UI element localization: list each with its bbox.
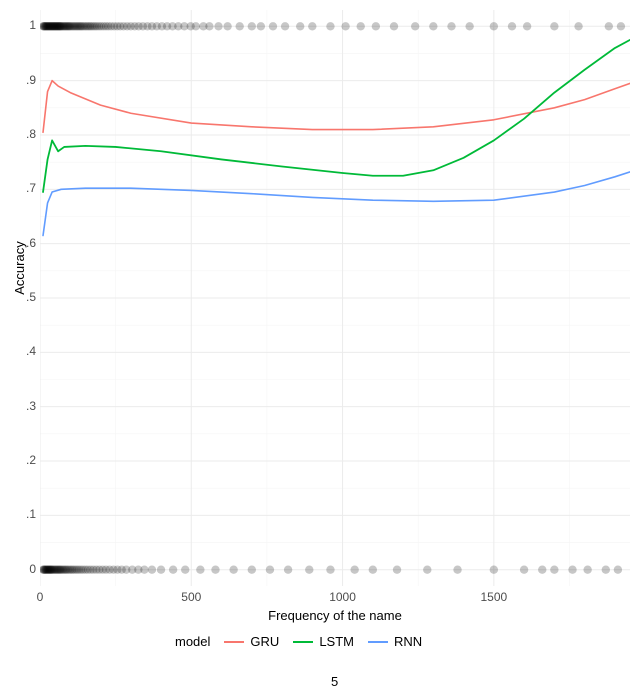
legend-swatch xyxy=(224,641,244,643)
page: 0.1.2.3.4.5.6.7.8.91 050010001500 Accura… xyxy=(0,0,640,693)
x-axis-title: Frequency of the name xyxy=(40,608,630,623)
legend-label: GRU xyxy=(250,634,279,649)
y-tick-label: .2 xyxy=(14,453,36,467)
x-tick-label: 1500 xyxy=(474,590,514,604)
x-tick-label: 500 xyxy=(171,590,211,604)
series-rnn xyxy=(43,172,630,236)
series-gru xyxy=(43,81,630,133)
x-tick-label: 0 xyxy=(20,590,60,604)
plot-area xyxy=(40,10,630,586)
y-axis-title: Accuracy xyxy=(12,208,27,328)
chart-svg xyxy=(40,10,630,586)
legend-item-gru: GRU xyxy=(224,634,279,649)
y-tick-label: .3 xyxy=(14,399,36,413)
page-number: 5 xyxy=(331,674,338,689)
legend-label: LSTM xyxy=(319,634,354,649)
y-tick-label: .9 xyxy=(14,73,36,87)
legend-item-lstm: LSTM xyxy=(293,634,354,649)
y-tick-label: .8 xyxy=(14,127,36,141)
y-tick-label: 0 xyxy=(14,562,36,576)
legend-label: RNN xyxy=(394,634,422,649)
legend-swatch xyxy=(368,641,388,643)
y-tick-label: .4 xyxy=(14,344,36,358)
y-tick-label: 1 xyxy=(14,18,36,32)
y-tick-label: .1 xyxy=(14,507,36,521)
x-tick-label: 1000 xyxy=(323,590,363,604)
y-tick-label: .7 xyxy=(14,181,36,195)
legend: model GRU LSTM RNN xyxy=(175,634,422,649)
legend-title: model xyxy=(175,634,210,649)
legend-swatch xyxy=(293,641,313,643)
legend-item-rnn: RNN xyxy=(368,634,422,649)
series-lstm xyxy=(43,40,630,192)
